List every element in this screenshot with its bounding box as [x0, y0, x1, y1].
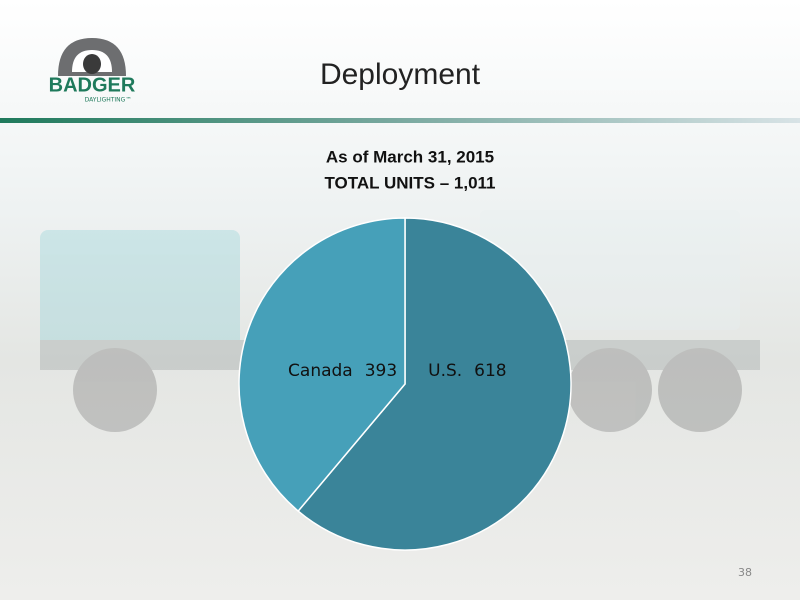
category-label: Canada: [288, 361, 353, 381]
category-label: U.S.: [428, 361, 462, 381]
value-label: 393: [365, 361, 397, 381]
pie-slice: [297, 217, 572, 551]
data-label: Canada 393: [288, 361, 397, 381]
slide-title: Deployment: [320, 58, 481, 91]
logo-name: BADGER: [49, 74, 136, 96]
data-label: U.S. 618: [428, 361, 506, 381]
value-label: 618: [474, 361, 506, 381]
header-rule: [0, 118, 800, 123]
page-number: 38: [738, 566, 752, 579]
logo: BADGER DAYLIGHTING™: [49, 38, 136, 104]
chart-title: As of March 31, 2015: [326, 147, 494, 166]
pie: U.S. 618 Canada 393: [238, 217, 572, 551]
pie-slice: [238, 217, 406, 513]
logo-tagline: DAYLIGHTING™: [85, 97, 132, 104]
chart-subtitle: TOTAL UNITS – 1,011: [324, 173, 495, 192]
background-photo: [40, 210, 760, 432]
